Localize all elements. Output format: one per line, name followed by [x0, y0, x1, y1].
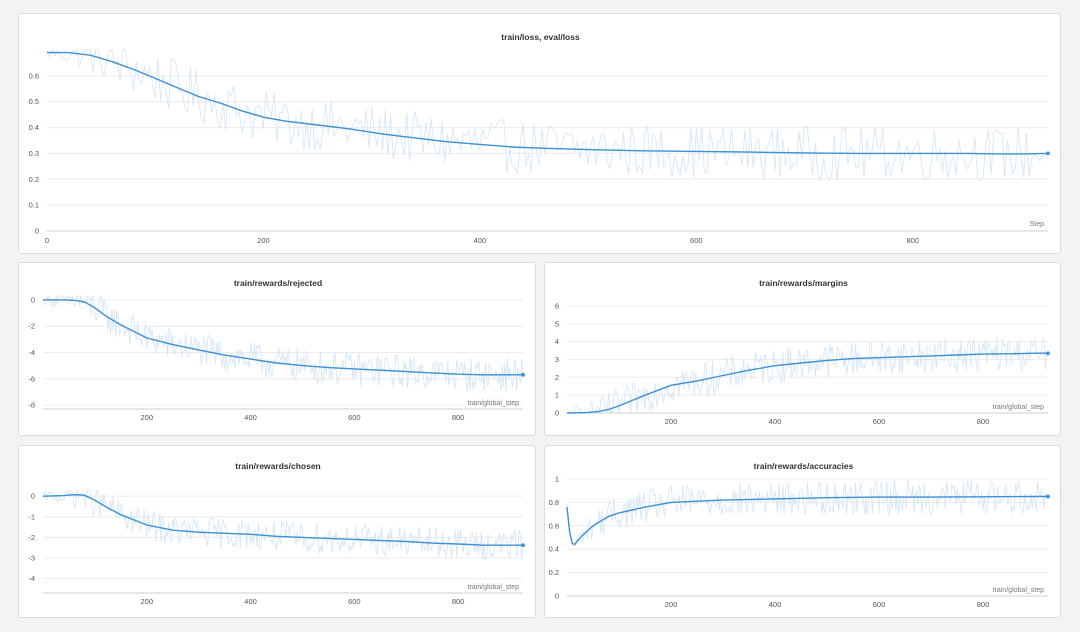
series-end-point[interactable] — [521, 543, 525, 548]
x-tick-label: 200 — [665, 417, 678, 426]
x-tick-label: 800 — [452, 413, 465, 422]
chart-loss: train/loss, eval/loss 0 0.1 0.2 0.3 0.4 0.5 0.6… — [29, 32, 1050, 245]
x-tick-label: 400 — [244, 413, 257, 422]
y-tick-label: -1 — [28, 512, 35, 521]
series-smoothed-line[interactable] — [43, 299, 523, 376]
series-raw-line — [46, 48, 1049, 182]
chart-panel-rewards-margins: train/rewards/margins 0 1 2 3 4 5 6 200 400 600 800… — [544, 262, 1061, 436]
x-tick-label: 600 — [348, 413, 361, 422]
series-end-point[interactable] — [1046, 151, 1050, 156]
y-tick-label: 0.4 — [29, 123, 39, 132]
chart-title: train/rewards/chosen — [235, 461, 321, 471]
y-tick-label: 0.4 — [549, 545, 559, 554]
y-tick-label: 0.3 — [29, 149, 39, 158]
chart-rewards-rejected: train/rewards/rejected 0 -2 -4 -6 -8 200 400 600… — [28, 278, 525, 422]
y-tick-label: 0.8 — [549, 498, 559, 507]
series-smoothed-line[interactable] — [47, 51, 1049, 155]
y-tick-label: 1 — [555, 475, 559, 484]
series-smoothed-line[interactable] — [42, 493, 523, 546]
chart-title: train/rewards/accuracies — [754, 461, 854, 471]
y-tick-label: 0.6 — [29, 71, 39, 80]
y-tick-label: 0.2 — [29, 175, 39, 184]
chart-rewards-chosen: train/rewards/chosen 0 -1 -2 -3 -4 200 400 600 80… — [28, 461, 525, 606]
y-tick-label: 0 — [31, 492, 35, 501]
y-tick-label: 0 — [35, 227, 39, 236]
y-tick-label: -8 — [28, 401, 35, 410]
x-tick-label: 200 — [141, 597, 154, 606]
x-tick-label: 400 — [474, 236, 487, 245]
x-axis-label: train/global_step — [993, 587, 1044, 594]
y-tick-label: -3 — [28, 553, 35, 562]
y-tick-label: 0.1 — [29, 201, 39, 210]
series-end-point[interactable] — [1046, 494, 1050, 499]
y-tick-label: 2 — [555, 373, 559, 382]
x-tick-label: 600 — [690, 236, 703, 245]
y-tick-label: 0 — [31, 295, 35, 304]
chart-rewards-margins: train/rewards/margins 0 1 2 3 4 5 6 200 400 600 800… — [555, 278, 1050, 426]
y-tick-label: 5 — [555, 319, 559, 328]
y-tick-label: 0.2 — [549, 568, 559, 577]
series-raw-line — [566, 479, 1049, 546]
x-tick-label: 800 — [906, 236, 919, 245]
y-tick-label: 3 — [555, 355, 559, 364]
x-axis-label: train/global_step — [468, 400, 519, 407]
x-tick-label: 600 — [873, 417, 886, 426]
x-axis-label: train/global_step — [468, 584, 519, 591]
chart-title: train/rewards/margins — [759, 278, 848, 288]
x-tick-label: 400 — [244, 597, 257, 606]
y-tick-label: 0 — [555, 409, 559, 418]
x-tick-label: 200 — [257, 236, 270, 245]
y-tick-label: -4 — [28, 348, 35, 357]
y-tick-label: -6 — [28, 374, 35, 383]
x-tick-label: 400 — [769, 600, 782, 609]
y-tick-label: -4 — [28, 574, 35, 583]
chart-panel-rewards-rejected: train/rewards/rejected 0 -2 -4 -6 -8 200 400 600… — [18, 262, 536, 436]
x-tick-label: 0 — [45, 236, 49, 245]
series-raw-line — [42, 294, 524, 392]
series-raw-line — [42, 488, 524, 561]
chart-rewards-accuracies: train/rewards/accuracies 0 0.2 0.4 0.6 0.8 1 20… — [549, 461, 1050, 609]
y-tick-label: 6 — [555, 301, 559, 310]
x-tick-label: 800 — [977, 417, 990, 426]
chart-title: train/loss, eval/loss — [501, 32, 580, 42]
y-tick-label: 0.5 — [29, 97, 39, 106]
x-axis-label: train/global_step — [993, 404, 1044, 411]
chart-panel-rewards-accuracies: train/rewards/accuracies 0 0.2 0.4 0.6 0.8 1 20… — [544, 445, 1061, 618]
y-tick-label: 0 — [555, 592, 559, 601]
series-raw-line — [566, 337, 1049, 415]
y-tick-label: 4 — [555, 337, 559, 346]
series-smoothed-line[interactable] — [566, 352, 1048, 414]
series-end-point[interactable] — [1046, 351, 1050, 356]
series-end-point[interactable] — [521, 372, 525, 377]
x-tick-label: 800 — [977, 600, 990, 609]
x-tick-label: 200 — [141, 413, 154, 422]
y-tick-label: 1 — [555, 391, 559, 400]
y-tick-label: -2 — [28, 322, 35, 331]
x-tick-label: 200 — [665, 600, 678, 609]
x-tick-label: 800 — [452, 597, 465, 606]
series-smoothed-line[interactable] — [566, 495, 1048, 546]
chart-title: train/rewards/rejected — [234, 278, 322, 288]
chart-panel-rewards-chosen: train/rewards/chosen 0 -1 -2 -3 -4 200 400 600 80… — [18, 445, 536, 618]
x-tick-label: 600 — [348, 597, 361, 606]
x-axis-label: Step — [1030, 221, 1045, 228]
x-tick-label: 600 — [873, 600, 886, 609]
y-tick-label: -2 — [28, 533, 35, 542]
x-tick-label: 400 — [769, 417, 782, 426]
chart-panel-loss: train/loss, eval/loss 0 0.1 0.2 0.3 0.4 0.5 0.6… — [18, 13, 1061, 254]
y-tick-label: 0.6 — [549, 521, 559, 530]
